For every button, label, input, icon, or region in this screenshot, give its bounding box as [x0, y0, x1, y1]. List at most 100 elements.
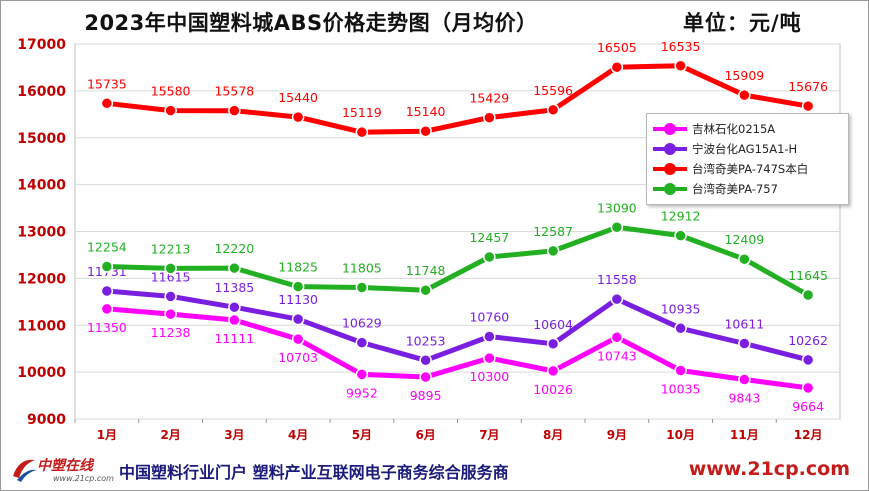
series-point-2: [610, 60, 624, 74]
series-point-2: [164, 104, 177, 117]
y-tick-label: 11000: [17, 318, 66, 334]
series-point-1: [100, 284, 114, 298]
y-tick-label: 13000: [17, 225, 66, 241]
data-label-1: 10760: [469, 310, 509, 325]
data-label-1: 10253: [406, 333, 446, 348]
x-tick-label: 8月: [543, 428, 563, 442]
legend-marker: [653, 123, 687, 135]
series-point-0: [546, 364, 560, 378]
data-label-0: 10026: [533, 382, 573, 397]
x-tick-label: 6月: [415, 428, 435, 442]
x-tick-label: 11月: [730, 428, 759, 442]
x-tick-label: 7月: [479, 428, 499, 442]
series-point-3: [291, 280, 305, 293]
series-point-2: [355, 125, 369, 139]
series-point-2: [291, 110, 305, 124]
legend-label: 台湾奇美PA-747S本白: [692, 162, 809, 176]
series-point-0: [291, 332, 305, 346]
x-tick-label: 10月: [666, 428, 695, 442]
chart-legend: 吉林石化0215A 宁波台化AG15A1-H 台湾奇美PA-747S本白 台湾奇…: [646, 113, 849, 205]
data-label-2: 15596: [533, 83, 573, 98]
series-point-2: [801, 99, 815, 113]
data-label-1: 10262: [788, 333, 828, 348]
unit-prefix: 单位：: [683, 11, 749, 35]
data-label-3: 12912: [661, 209, 701, 224]
series-point-0: [674, 364, 687, 377]
data-label-0: 10743: [597, 348, 637, 363]
x-tick-label: 5月: [352, 428, 372, 442]
legend-label: 宁波台化AG15A1-H: [692, 142, 798, 156]
data-label-2: 15429: [469, 91, 509, 106]
data-label-3: 11825: [278, 260, 318, 275]
unit-label: 单位：元/吨: [683, 7, 802, 37]
series-point-1: [355, 336, 369, 349]
series-point-1: [291, 312, 305, 326]
series-point-3: [355, 281, 369, 294]
series-point-0: [100, 302, 114, 316]
data-label-3: 13090: [597, 200, 637, 215]
series-point-2: [483, 111, 496, 124]
data-label-2: 15119: [342, 105, 382, 120]
data-label-1: 11615: [151, 269, 191, 284]
data-label-0: 11111: [214, 331, 254, 346]
data-label-0: 11238: [151, 325, 191, 340]
x-tick-label: 1月: [97, 428, 117, 442]
data-label-3: 12220: [214, 241, 254, 256]
data-label-3: 12457: [469, 230, 509, 245]
brand-logo[interactable]: 中塑在线 www.21cp.com: [9, 454, 114, 486]
y-tick-label: 16000: [17, 84, 66, 100]
series-point-1: [738, 337, 751, 350]
series-point-0: [738, 373, 751, 386]
data-label-0: 11350: [87, 320, 127, 335]
legend-item-jilin: 吉林石化0215A: [653, 120, 775, 138]
series-line-1: [104, 288, 811, 363]
series-point-3: [100, 260, 114, 273]
unit-value: 元/吨: [749, 11, 802, 35]
data-label-2: 15735: [87, 76, 127, 91]
y-tick-label: 12000: [17, 271, 66, 287]
legend-marker: [653, 183, 687, 195]
data-label-0: 9843: [728, 390, 760, 405]
footer-site-link[interactable]: www.21cp.com: [688, 458, 850, 480]
data-label-2: 15140: [406, 104, 446, 119]
footer-slogan: 中国塑料行业门户 塑料产业互联网电子商务综合服务商: [119, 463, 509, 482]
series-point-2: [674, 59, 687, 73]
data-label-1: 11385: [214, 280, 254, 295]
data-label-1: 10611: [724, 316, 764, 331]
series-point-1: [546, 337, 560, 351]
y-tick-label: 9000: [27, 412, 66, 428]
chart-title: 2023年中国塑料城ABS价格走势图（月均价）: [84, 11, 538, 35]
data-label-1: 10629: [342, 316, 382, 331]
logo-swoosh-icon: [13, 459, 37, 482]
y-tick-label: 17000: [17, 37, 66, 53]
series-point-0: [610, 331, 624, 344]
series-point-1: [674, 322, 687, 335]
series-point-3: [546, 244, 560, 258]
data-label-1: 11130: [278, 292, 318, 307]
series-point-1: [419, 354, 432, 367]
x-tick-label: 3月: [224, 428, 244, 442]
data-label-2: 16535: [661, 39, 701, 54]
series-line-3: [104, 224, 811, 298]
x-tick-label: 4月: [288, 428, 308, 442]
series-point-3: [419, 283, 432, 297]
data-label-2: 15909: [724, 68, 764, 83]
legend-item-chimei-747: 台湾奇美PA-747S本白: [653, 160, 808, 178]
series-point-3: [164, 262, 177, 275]
data-label-3: 12409: [724, 232, 764, 247]
series-point-3: [738, 252, 751, 266]
series-point-0: [355, 368, 369, 381]
data-label-2: 16505: [597, 40, 637, 55]
data-label-2: 15580: [151, 84, 191, 99]
series-line-0: [104, 306, 811, 391]
series-point-0: [801, 381, 815, 395]
legend-label: 台湾奇美PA-757: [692, 182, 778, 196]
data-label-0: 9952: [346, 385, 378, 400]
data-label-0: 10035: [661, 381, 701, 396]
data-label-3: 12254: [87, 239, 127, 254]
data-label-2: 15578: [214, 84, 254, 99]
series-point-3: [801, 288, 815, 302]
data-label-1: 10935: [661, 301, 701, 316]
data-label-2: 15440: [278, 90, 318, 105]
data-label-3: 11805: [342, 261, 382, 276]
